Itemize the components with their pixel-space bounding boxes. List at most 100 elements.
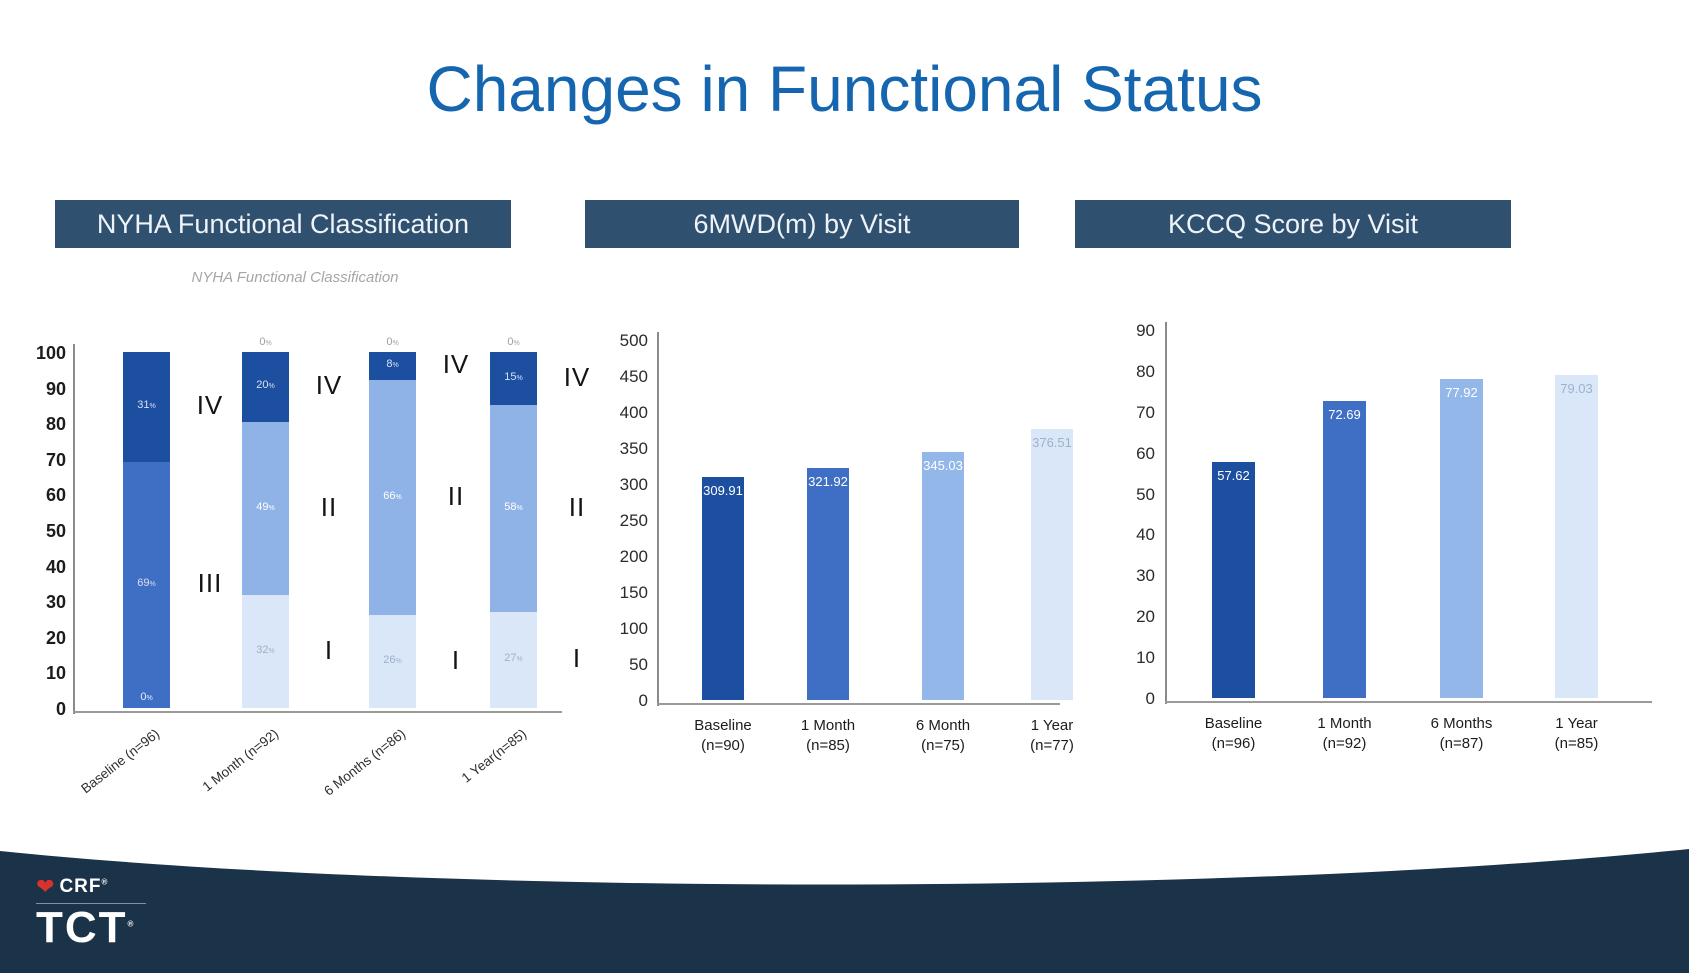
category-label-line2: (n=77) xyxy=(1030,736,1074,754)
category-label-line2: (n=96) xyxy=(1211,734,1256,752)
y-axis-tick-label: 40 xyxy=(45,556,66,577)
y-axis-tick-label: 450 xyxy=(619,367,648,386)
category-label: Baseline (n=96) xyxy=(1174,714,1294,754)
category-label: 1 Year (n=77) xyxy=(992,716,1112,756)
category-label: 1 Month (n=92) xyxy=(1285,714,1405,754)
y-axis-tick-label: 0 xyxy=(1145,689,1155,708)
category-label-line2: (n=85) xyxy=(806,736,850,754)
y-axis-line xyxy=(73,344,75,714)
y-axis-tick-label: 50 xyxy=(45,521,66,541)
y-axis-tick-label: 10 xyxy=(1136,648,1155,668)
mwd-bar xyxy=(702,476,744,700)
x-axis-line xyxy=(73,711,562,713)
y-axis-tick-label: 100 xyxy=(619,619,648,638)
y-axis-tick-label: 80 xyxy=(45,414,66,435)
zero-value-label: 0% xyxy=(140,691,153,703)
mwd-bar xyxy=(1031,428,1073,700)
nyha-chart-subtitle: NYHA Functional Classification xyxy=(191,269,399,286)
category-label-line1: 6 Months xyxy=(1430,715,1493,732)
y-axis-tick-label: 50 xyxy=(1136,484,1155,504)
nyha-class-label-i: I xyxy=(324,634,334,665)
kccq-chart: 0 10 20 30 40 50 60 70 80 90 57.62 Baseline (n=96) 72… xyxy=(1080,290,1680,760)
category-label-line1: 1 Year xyxy=(1555,715,1598,732)
x-axis-line xyxy=(657,703,1060,705)
y-axis-tick-label: 90 xyxy=(45,378,66,399)
category-label: 1 Year(n=85) xyxy=(458,726,529,786)
y-axis-tick-label: 150 xyxy=(619,583,648,602)
bar-value-label: 77.92 xyxy=(1445,385,1478,401)
category-label-line2: (n=75) xyxy=(921,736,965,754)
segment-value-label: 58% xyxy=(504,500,523,513)
mwd-bar xyxy=(807,468,849,700)
tct-registered-mark: ® xyxy=(127,919,136,929)
footer-wave xyxy=(0,849,1689,973)
kccq-bar xyxy=(1440,379,1483,698)
y-axis-tick-label: 60 xyxy=(1136,443,1155,463)
category-label: Baseline (n=90) xyxy=(663,716,783,756)
segment-value-label: 20% xyxy=(256,379,275,392)
nyha-class-label-i: I xyxy=(572,642,582,673)
kccq-bar xyxy=(1555,374,1598,698)
y-axis-tick-label: 250 xyxy=(619,511,648,530)
y-axis-tick-label: 70 xyxy=(45,449,66,470)
bar-value-label: 57.62 xyxy=(1217,468,1250,484)
zero-value-label: 0% xyxy=(507,336,520,348)
kccq-panel-header: KCCQ Score by Visit xyxy=(1075,200,1511,248)
bar-value-label: 79.03 xyxy=(1560,380,1593,396)
segment-value-label: 27% xyxy=(504,651,523,664)
nyha-class-label-iii: III xyxy=(197,568,223,599)
category-label-line1: Baseline xyxy=(694,717,752,734)
crf-label: CRF® xyxy=(59,876,109,897)
y-axis-line xyxy=(657,332,659,706)
nyha-bar-segment-i: 26% xyxy=(369,615,416,708)
mwd-panel-header: 6MWD(m) by Visit xyxy=(585,200,1019,248)
y-axis-tick-label: 0 xyxy=(638,691,648,710)
y-axis-tick-label: 300 xyxy=(619,475,648,494)
nyha-bar-segment-iv: 8% xyxy=(369,352,416,381)
nyha-bar-segment-iv: 15% xyxy=(490,352,537,406)
crf-registered-mark: ® xyxy=(101,877,109,887)
y-axis-tick-label: 10 xyxy=(45,663,66,684)
nyha-class-label-iv: IV xyxy=(315,370,343,401)
nyha-bar-segment-i: 27% xyxy=(490,611,537,708)
segment-value-label: 66% xyxy=(383,489,402,502)
nyha-class-label-ii: II xyxy=(320,491,338,522)
y-axis-tick-label: 90 xyxy=(1136,321,1155,340)
segment-value-label: 31% xyxy=(137,399,156,412)
zero-value-label: 0% xyxy=(259,336,272,348)
nyha-bar-segment-iv: 20% xyxy=(242,352,289,423)
nyha-bar-segment-iv: 31% xyxy=(123,352,170,463)
y-axis-tick-label: 30 xyxy=(45,592,66,613)
category-label-line1: 1 Year xyxy=(1030,717,1074,734)
kccq-bar xyxy=(1212,462,1255,698)
nyha-chart: NYHA Functional Classification 0 10 20 30 40… xyxy=(30,265,630,805)
category-label: 1 Month (n=85) xyxy=(768,716,888,756)
kccq-bar xyxy=(1323,400,1366,698)
segment-value-label: 26% xyxy=(383,653,402,666)
category-label-line2: (n=92) xyxy=(1322,734,1367,752)
x-axis-line xyxy=(1165,701,1652,703)
category-label-line2: (n=85) xyxy=(1554,734,1599,752)
bar-value-label: 309.91 xyxy=(703,482,743,498)
y-axis-tick-label: 500 xyxy=(619,331,648,350)
y-axis-tick-label: 350 xyxy=(619,439,648,458)
y-axis-tick-label: 100 xyxy=(35,343,66,363)
category-label-line2: (n=87) xyxy=(1439,734,1484,752)
nyha-bar-segment-i: 32% xyxy=(242,595,289,708)
category-label: 1 Month (n=92) xyxy=(199,726,281,795)
nyha-class-label-iv: IV xyxy=(442,349,470,380)
segment-value-label: 8% xyxy=(386,358,399,371)
y-axis-tick-label: 20 xyxy=(1136,607,1155,627)
crf-tct-logo: ❤ CRF® TCT® xyxy=(36,876,146,950)
bar-value-label: 321.92 xyxy=(808,474,848,490)
category-label: 6 Month (n=75) xyxy=(883,716,1003,756)
category-label: 6 Months (n=86) xyxy=(320,726,408,799)
nyha-bar-segment-ii: 49% xyxy=(242,422,289,596)
y-axis-tick-label: 60 xyxy=(45,485,66,506)
nyha-bar-segment-iii: 69% xyxy=(123,462,170,708)
heart-icon: ❤ xyxy=(36,874,55,899)
category-label: 1 Year (n=85) xyxy=(1517,714,1637,754)
segment-value-label: 15% xyxy=(504,370,523,383)
category-label: 6 Months (n=87) xyxy=(1402,714,1522,754)
nyha-class-label-ii: II xyxy=(568,491,586,522)
